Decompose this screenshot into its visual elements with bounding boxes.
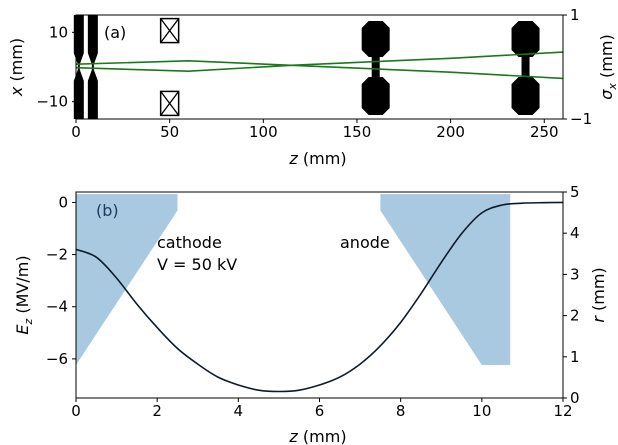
panel-a-ylabel: x (mm)	[7, 38, 26, 97]
panel-a-y2label: σx (mm)	[597, 34, 618, 99]
panel-a-frame	[75, 14, 564, 120]
b-xtick-label: 10	[472, 402, 491, 420]
panel-a-y2label-sub: x	[606, 83, 618, 91]
panel-a-label: (a)	[104, 23, 126, 42]
a-xtick-label: 200	[436, 123, 465, 141]
b-xtick-label: 12	[553, 402, 572, 420]
panel-a-xlabel: z (mm)	[288, 149, 346, 168]
b-ytick-label: 0	[58, 193, 68, 211]
a-xtick-label: 150	[343, 123, 372, 141]
element-lens-1	[361, 21, 390, 115]
panel-a-xlabel-unit: (mm)	[298, 149, 347, 168]
panel-a-content	[73, 15, 564, 119]
field-curve	[75, 201, 564, 393]
b-ytick-label: −4	[46, 298, 68, 316]
b-xtick-label: 8	[396, 402, 406, 420]
panel-a-y2label-var: σ	[597, 89, 616, 100]
b-ytick-label: −2	[46, 246, 68, 264]
b-y2tick-label: 4	[570, 224, 580, 242]
element-quadrupole-lower	[159, 90, 180, 117]
cathode-shape	[76, 194, 178, 365]
panel-a-ylabel-var: x	[7, 86, 26, 97]
panel-b-ylabel-unit: (MV/m)	[13, 255, 32, 318]
panel-a-xlabel-var: z	[288, 149, 298, 168]
element-lens-2	[511, 21, 540, 115]
a-xtick-label: 250	[530, 123, 559, 141]
panel-b-ylabel-var: E	[13, 324, 32, 335]
panel-a-ticks: 0 50 100 150 200 250 10 −10 1 −1	[36, 6, 592, 141]
b-ytick-label: −6	[46, 350, 68, 368]
a-xtick-label: 0	[71, 123, 81, 141]
a-ytick-label: −10	[36, 93, 68, 111]
a-ytick-label: 10	[49, 23, 68, 41]
cathode-label: cathode	[157, 233, 222, 252]
b-xtick-label: 0	[71, 402, 81, 420]
b-y2tick-label: 5	[570, 183, 580, 201]
b-y2tick-label: 1	[570, 348, 580, 366]
panel-b-xlabel-unit: (mm)	[298, 427, 347, 445]
anode-shape	[380, 194, 511, 365]
voltage-label: V = 50 kV	[157, 255, 237, 274]
b-xtick-label: 4	[234, 402, 244, 420]
element-anode-plate	[87, 15, 98, 119]
a-xtick-label: 50	[160, 123, 179, 141]
panel-b-xlabel: z (mm)	[288, 427, 346, 445]
panel-a: 0 50 100 150 200 250 10 −10 1 −1 (a) z (mm) x (mm…	[7, 6, 618, 168]
panel-b-y2label-var: r	[589, 315, 608, 323]
b-xtick-label: 2	[152, 402, 162, 420]
panel-b-y2label-unit: (mm)	[589, 267, 608, 316]
b-y2tick-label: 2	[570, 307, 580, 325]
panel-b-ylabel-sub: z	[22, 318, 35, 325]
b-y2tick-label: 0	[570, 389, 580, 407]
b-y2tick-label: 3	[570, 265, 580, 283]
panel-b-xlabel-var: z	[288, 427, 298, 445]
panel-b-y2label: r (mm)	[589, 267, 608, 322]
panel-b-ylabel: Ez (MV/m)	[13, 255, 35, 334]
b-xtick-label: 6	[315, 402, 325, 420]
element-quadrupole-upper	[159, 17, 180, 44]
a-y2tick-label: 1	[570, 6, 580, 24]
panel-a-ylabel-unit: (mm)	[7, 38, 26, 87]
beam-envelope-2	[75, 51, 564, 73]
panel-a-y2label-unit: (mm)	[597, 34, 616, 83]
a-y2tick-label: −1	[570, 110, 592, 128]
panel-b-label: (b)	[96, 201, 119, 220]
a-xtick-label: 100	[249, 123, 278, 141]
anode-label: anode	[340, 233, 390, 252]
panel-b-content	[75, 194, 564, 393]
